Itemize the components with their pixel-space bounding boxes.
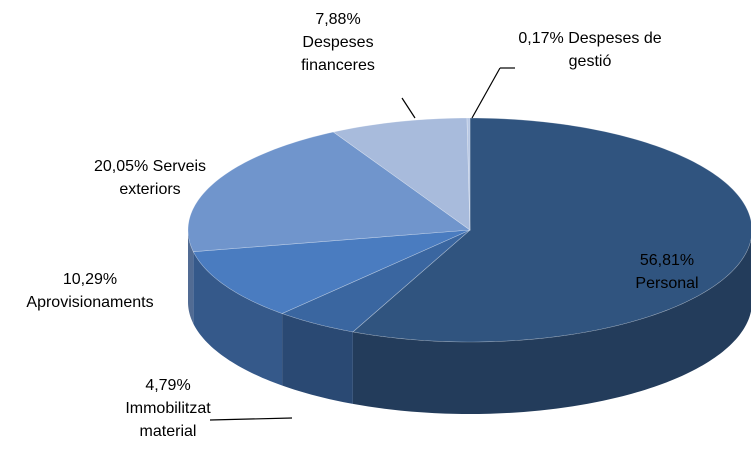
slice-label: 10,29% Aprovisionaments	[20, 268, 160, 314]
slice	[332, 117, 471, 231]
category-label: Immobilitzat material	[125, 400, 211, 440]
slice-side	[282, 313, 353, 404]
slice-label: 4,79% Immobilitzat material	[110, 374, 226, 443]
slice-label: 7,88% Despeses financeres	[278, 8, 398, 77]
category-label: Despeses financeres	[301, 34, 375, 74]
leader-line	[471, 67, 501, 119]
slice-side	[352, 239, 751, 414]
category-label: Serveis exteriors	[119, 158, 207, 198]
slice-side	[193, 251, 283, 386]
value-label: 20,05%	[93, 158, 149, 175]
slice-label: 56,81% Personal	[617, 249, 717, 295]
category-label: Despeses de gestió	[568, 30, 662, 70]
slice	[187, 131, 471, 253]
slice	[352, 117, 751, 343]
slice	[281, 229, 471, 333]
slice-label: 0,17% Despeses de gestió	[510, 27, 670, 73]
value-label: 0,17%	[518, 30, 564, 47]
value-label: 10,29%	[62, 271, 118, 288]
slice-label: 20,05% Serveis exteriors	[70, 155, 230, 201]
slice	[466, 117, 471, 231]
category-label: Aprovisionaments	[26, 294, 154, 311]
slice-side	[188, 230, 194, 324]
value-label: 7,88%	[315, 11, 361, 28]
category-label: Personal	[635, 275, 699, 292]
value-label: 56,81%	[639, 252, 695, 269]
leader-line	[209, 417, 293, 421]
leader-line	[401, 97, 416, 119]
value-label: 4,79%	[145, 377, 191, 394]
slice	[192, 229, 471, 314]
